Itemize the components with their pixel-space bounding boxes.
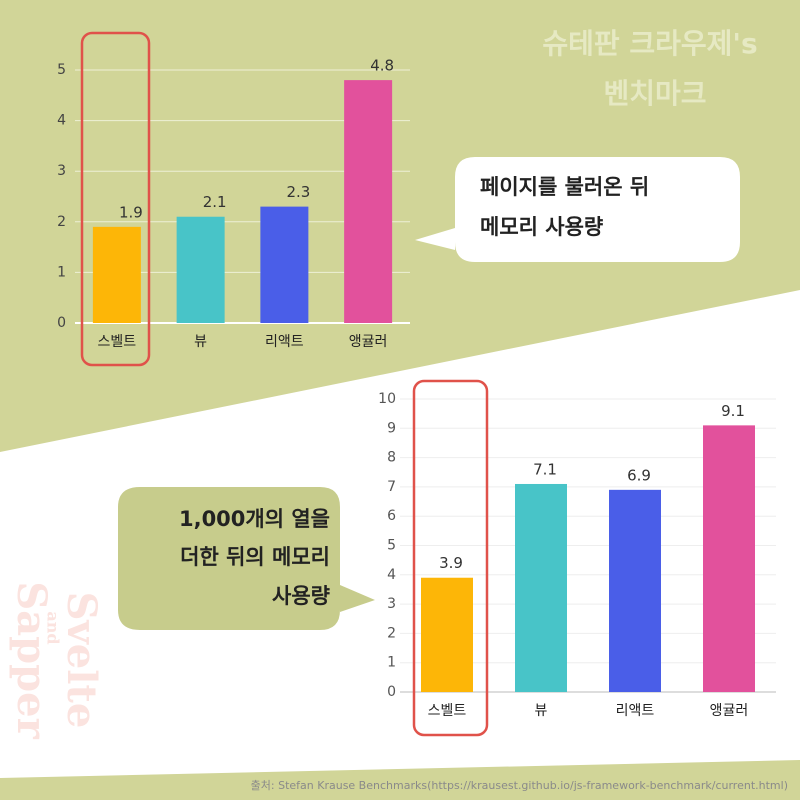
y-tick-label: 10 [378,391,396,407]
white-panel [0,290,800,778]
y-tick-label: 3 [57,163,66,179]
y-tick-label: 1 [387,655,396,671]
y-tick-label: 6 [387,508,396,524]
highlight-box [412,379,489,737]
bar [515,483,567,692]
bar [176,216,225,323]
bar [421,577,473,692]
watermark-line: Svelte [58,592,105,729]
callout-text: 1,000개의 열을 [179,507,330,531]
value-label: 7.1 [533,460,557,478]
source: 출처: Stefan Krause Benchmarks(https://kra… [251,779,788,792]
charts: 0 1 2 3 4 5 스벨트 1.9 뷰 2.1 리액트 2.3 앵귤러 4.8 0 1 2 3 4 5 6 7 8 9 10… [57,57,776,719]
y-tick-label: 4 [57,113,66,129]
x-tick-label: 뷰 [535,703,548,719]
y-tick-label: 0 [387,684,396,700]
watermark-line: and [44,611,63,644]
x-tick-label: 리액트 [616,703,655,719]
value-label: 9.1 [721,402,745,420]
x-tick-label: 앵귤러 [710,703,749,719]
callout-text: 더한 뒤의 메모리 [180,545,330,569]
y-tick-label: 8 [387,450,396,466]
value-label: 3.9 [439,554,463,572]
watermark-line: Sapper [8,581,55,739]
value-label: 6.9 [627,466,651,484]
value-label: 2.1 [203,193,227,211]
y-tick-label: 0 [57,315,66,331]
callout-text: 페이지를 불러온 뒤 [480,175,649,199]
y-tick-label: 3 [387,596,396,612]
y-tick-label: 5 [57,62,66,78]
bar [703,425,755,692]
highlight-box [80,31,151,367]
callout-bubble [415,157,740,262]
x-tick-label: 스벨트 [98,334,137,350]
x-tick-label: 앵귤러 [349,334,388,350]
y-tick-label: 9 [387,420,396,436]
y-tick-label: 5 [387,538,396,554]
y-tick-label: 4 [387,567,396,583]
y-tick-label: 1 [57,264,66,280]
bar [260,206,309,323]
x-tick-label: 리액트 [265,334,304,350]
title: 슈테판 크라우제's [542,27,757,60]
value-label: 4.8 [370,57,394,75]
callout-text: 사용량 [272,584,330,608]
x-tick-label: 스벨트 [428,703,467,719]
callout-bubble [118,487,375,630]
bar [92,226,141,323]
callout-text: 메모리 사용량 [480,215,603,239]
x-tick-label: 뷰 [194,334,207,350]
value-label: 1.9 [119,203,143,221]
y-tick-label: 2 [387,625,396,641]
bar [609,489,661,692]
title: 벤치마크 [603,77,706,110]
bar [344,80,393,324]
value-label: 2.3 [286,183,310,201]
y-tick-label: 2 [57,214,66,230]
y-tick-label: 7 [387,479,396,495]
watermark: Svelte and Sapper [8,581,105,739]
